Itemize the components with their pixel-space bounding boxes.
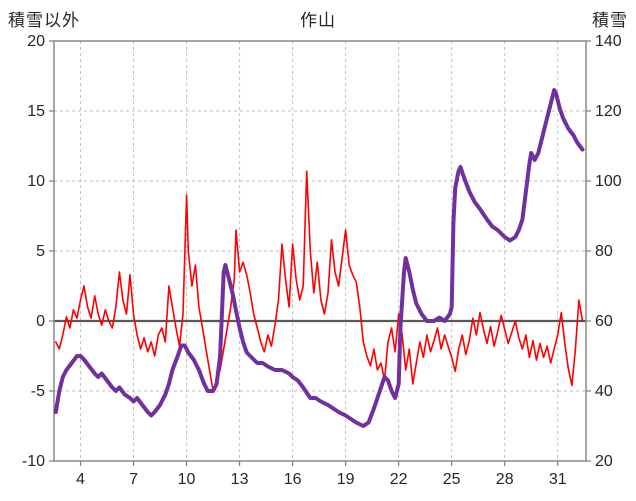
svg-text:20: 20 bbox=[27, 33, 45, 50]
svg-text:22: 22 bbox=[390, 471, 408, 488]
right-axis-title: 積雪 bbox=[592, 11, 628, 30]
svg-text:100: 100 bbox=[595, 173, 622, 190]
svg-text:13: 13 bbox=[231, 471, 249, 488]
svg-text:19: 19 bbox=[337, 471, 355, 488]
left-axis-title: 積雪以外 bbox=[8, 11, 80, 30]
svg-text:15: 15 bbox=[27, 103, 45, 120]
svg-text:25: 25 bbox=[443, 471, 461, 488]
svg-text:140: 140 bbox=[595, 33, 622, 50]
chart-title: 作山 bbox=[300, 11, 336, 30]
svg-text:16: 16 bbox=[284, 471, 302, 488]
svg-text:20: 20 bbox=[595, 453, 613, 470]
svg-text:120: 120 bbox=[595, 103, 622, 120]
svg-text:80: 80 bbox=[595, 243, 613, 260]
svg-text:10: 10 bbox=[178, 471, 196, 488]
svg-text:-10: -10 bbox=[22, 453, 45, 470]
svg-text:4: 4 bbox=[76, 471, 85, 488]
svg-text:60: 60 bbox=[595, 313, 613, 330]
svg-text:31: 31 bbox=[549, 471, 567, 488]
svg-text:40: 40 bbox=[595, 383, 613, 400]
svg-text:5: 5 bbox=[36, 243, 45, 260]
svg-text:0: 0 bbox=[36, 313, 45, 330]
svg-text:10: 10 bbox=[27, 173, 45, 190]
svg-text:7: 7 bbox=[129, 471, 138, 488]
svg-text:-5: -5 bbox=[31, 383, 45, 400]
svg-text:28: 28 bbox=[496, 471, 514, 488]
